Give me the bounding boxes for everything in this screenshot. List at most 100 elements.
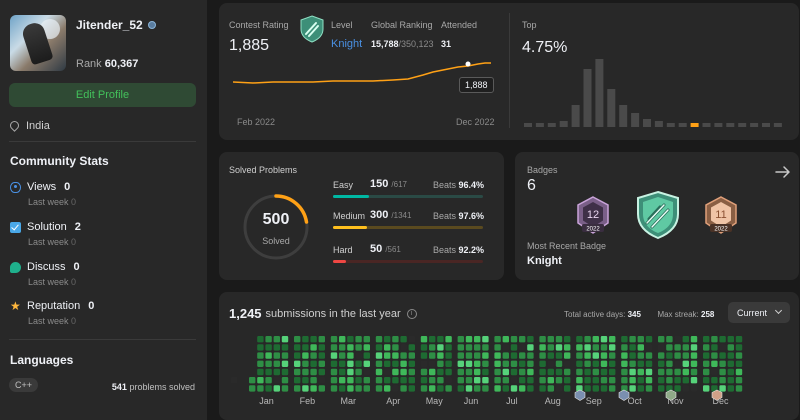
heatmap-cell: [510, 352, 518, 359]
heatmap-cell: [310, 385, 317, 392]
contest-rating-label: Contest Rating: [229, 20, 289, 30]
heatmap-cell: [375, 360, 383, 367]
heatmap-cell: [609, 368, 616, 376]
heatmap-cell: [429, 360, 436, 367]
heatmap-cell: [265, 385, 272, 392]
heatmap-cell: [347, 360, 354, 367]
heatmap-cell: [294, 336, 301, 343]
heatmap-cell: [363, 377, 370, 384]
heatmap-cell: [465, 352, 473, 359]
beats-label: Beats: [433, 180, 457, 190]
verified-icon: [147, 21, 156, 29]
heatmap-cell: [539, 336, 546, 343]
submission-heatmap[interactable]: Jan Feb Mar Apr May Jun Jul Aug Sep Oct Nov Dec: [219, 292, 799, 420]
rating-line: [233, 62, 491, 84]
heatmap-cell: [576, 344, 583, 351]
badge-dec-2022-icon[interactable]: 12 2022: [575, 195, 611, 235]
heatmap-cell: [674, 385, 681, 392]
heatmap-cell: [265, 360, 272, 367]
heatmap-cell: [310, 377, 317, 384]
heatmap-cell: [482, 377, 489, 384]
top-value: 4.75%: [522, 39, 568, 56]
heatmap-cell: [330, 352, 338, 359]
heatmap-cell: [735, 368, 743, 376]
heatmap-cell: [637, 360, 644, 367]
heatmap-cell: [727, 352, 734, 359]
heatmap-cell: [727, 360, 734, 367]
heatmap-cell: [555, 368, 563, 376]
rating-line-chart[interactable]: [233, 58, 493, 103]
heatmap-cell: [265, 336, 272, 343]
heatmap-cell: [637, 352, 644, 359]
heatmap-cell: [408, 336, 415, 343]
heatmap-cell: [355, 368, 362, 376]
heatmap-cell: [711, 352, 718, 359]
beats-label: Beats: [433, 211, 457, 221]
heatmap-cell: [392, 360, 399, 367]
solved-progress-ring[interactable]: [241, 192, 311, 262]
heatmap-cell: [555, 377, 563, 384]
heatmap-cell: [437, 385, 444, 392]
heatmap-cell: [482, 344, 489, 351]
heatmap-cell: [445, 352, 452, 359]
heatmap-cell: [690, 385, 698, 392]
histogram-bar: [535, 123, 544, 127]
heatmap-cell: [703, 377, 710, 384]
heatmap-cell: [547, 352, 554, 359]
solved-total-label: Solved: [262, 236, 290, 246]
histogram-bar: [595, 59, 604, 127]
heatmap-cell: [273, 368, 280, 376]
heatmap-cell: [281, 336, 289, 343]
stat-value: 2: [74, 221, 81, 233]
year-select[interactable]: Current: [728, 302, 790, 323]
edit-profile-button[interactable]: Edit Profile: [9, 83, 196, 107]
heatmap-cell: [666, 360, 673, 367]
heatmap-cell: [265, 368, 272, 376]
heatmap-cell: [600, 368, 608, 376]
heatmap-cell: [502, 368, 509, 376]
rating-histogram[interactable]: [524, 33, 794, 129]
language-chip[interactable]: C++: [9, 378, 39, 392]
arrow-right-icon[interactable]: [774, 163, 792, 181]
heatmap-cell: [682, 368, 689, 376]
heatmap-cell: [384, 336, 391, 343]
heatmap-cell: [658, 360, 665, 367]
heatmap-cell: [645, 377, 653, 384]
heatmap-cell: [682, 352, 689, 359]
heatmap-cell: [384, 360, 391, 367]
heatmap-cell: [302, 336, 309, 343]
heatmap-cell: [682, 377, 689, 384]
avatar[interactable]: [10, 15, 66, 71]
heatmap-cell: [527, 336, 534, 343]
knight-badge-icon[interactable]: [634, 190, 682, 240]
heatmap-cell: [645, 344, 653, 351]
heatmap-cell: [584, 368, 591, 376]
heatmap-cell: [445, 385, 452, 392]
global-ranking-total: /350,123: [398, 39, 434, 49]
heatmap-cell: [735, 344, 743, 351]
heatmap-cell: [703, 352, 710, 359]
heatmap-cell: [666, 377, 673, 384]
stat-views: Views 0 Last week 0: [10, 181, 76, 207]
heatmap-cell: [539, 368, 546, 376]
heatmap-cell: [420, 336, 428, 343]
heatmap-cell: [719, 368, 726, 376]
rank-value: 60,367: [104, 58, 139, 70]
info-icon[interactable]: i: [406, 308, 417, 319]
heatmap-month-label: Jul: [506, 396, 518, 406]
attended-label: Attended: [441, 20, 478, 30]
attended-value: 31: [441, 39, 452, 49]
stat-solution: Solution 2 Last week 0: [10, 221, 81, 247]
heatmap-cell: [330, 368, 338, 376]
heatmap-cell: [457, 344, 464, 351]
heatmap-cell: [600, 336, 608, 343]
heatmap-cell: [564, 352, 571, 359]
heatmap-cell: [674, 360, 681, 367]
heatmap-cell: [703, 336, 710, 343]
heatmap-cell: [645, 336, 653, 343]
badge-month: 11: [715, 209, 726, 221]
heatmap-cell: [330, 360, 338, 367]
badge-nov-2022-icon[interactable]: 11 2022: [703, 195, 739, 235]
heatmap-cell: [294, 377, 301, 384]
heatmap-cell: [465, 385, 473, 392]
